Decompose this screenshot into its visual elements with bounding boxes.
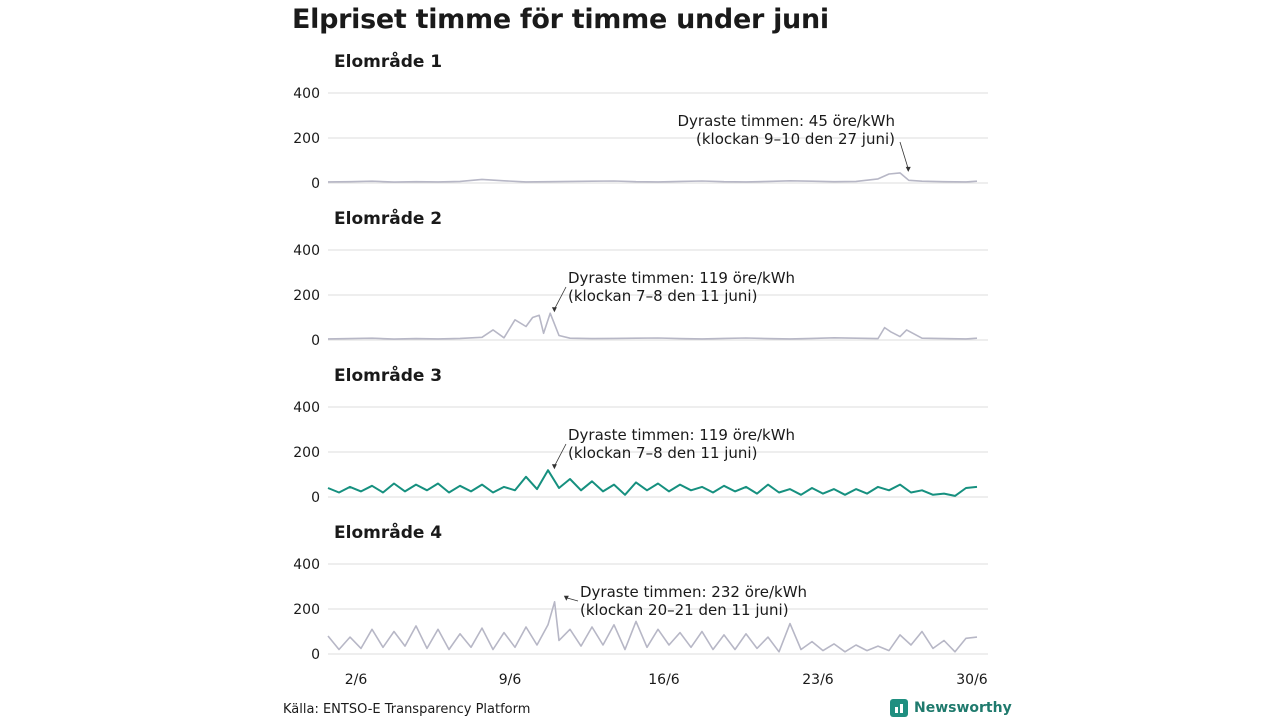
annotation-line-2: (klockan 7–8 den 11 juni) [568, 444, 757, 462]
annotation-pointer [554, 443, 567, 467]
price-line-2 [327, 312, 978, 340]
annotation-line-2: (klockan 9–10 den 27 juni) [696, 130, 895, 148]
page-title: Elpriset timme för timme under juni [292, 4, 829, 35]
annotation-line-2: (klockan 7–8 den 11 juni) [568, 287, 757, 305]
y-tick-label: 200 [293, 288, 320, 304]
annotation-arrowhead [905, 166, 911, 172]
y-tick-label: 0 [311, 176, 320, 192]
x-tick-label: 16/6 [648, 672, 680, 688]
brand[interactable]: Newsworthy [890, 699, 1012, 717]
annotation-line-1: Dyraste timmen: 119 öre/kWh [568, 426, 795, 444]
panel-title-4: Elområde 4 [334, 521, 442, 543]
y-tick-label: 200 [293, 445, 320, 461]
x-tick-label: 23/6 [802, 672, 834, 688]
brand-name: Newsworthy [914, 700, 1012, 716]
x-tick-label: 2/6 [345, 672, 368, 688]
y-tick-label: 0 [311, 647, 320, 663]
y-tick-label: 0 [311, 333, 320, 349]
annotation-arrowhead [551, 464, 557, 470]
annotation-line-1: Dyraste timmen: 119 öre/kWh [568, 269, 795, 287]
annotation-line-1: Dyraste timmen: 232 öre/kWh [580, 583, 807, 601]
source-note: Källa: ENTSO-E Transparency Platform [283, 702, 531, 717]
price-line-3 [327, 469, 978, 497]
annotation-pointer [566, 597, 579, 602]
y-tick-label: 200 [293, 602, 320, 618]
y-tick-label: 400 [293, 557, 320, 573]
panel-title-2: Elområde 2 [334, 207, 442, 229]
annotation-arrowhead [551, 307, 557, 313]
annotation-pointer [899, 141, 909, 169]
annotation-line-1: Dyraste timmen: 45 öre/kWh [678, 112, 896, 130]
annotation-arrowhead [563, 595, 569, 601]
annotation-line-2: (klockan 20–21 den 11 juni) [580, 601, 789, 619]
y-tick-label: 400 [293, 243, 320, 259]
x-tick-label: 30/6 [956, 672, 988, 688]
panel-title-3: Elområde 3 [334, 364, 442, 386]
y-tick-label: 200 [293, 131, 320, 147]
newsworthy-logo-icon [890, 699, 908, 717]
annotation-pointer [554, 286, 567, 310]
y-tick-label: 400 [293, 86, 320, 102]
y-tick-label: 400 [293, 400, 320, 416]
price-line-4 [327, 600, 978, 653]
price-line-1 [327, 172, 978, 183]
y-tick-label: 0 [311, 490, 320, 506]
x-tick-label: 9/6 [499, 672, 522, 688]
panel-title-1: Elområde 1 [334, 50, 442, 72]
